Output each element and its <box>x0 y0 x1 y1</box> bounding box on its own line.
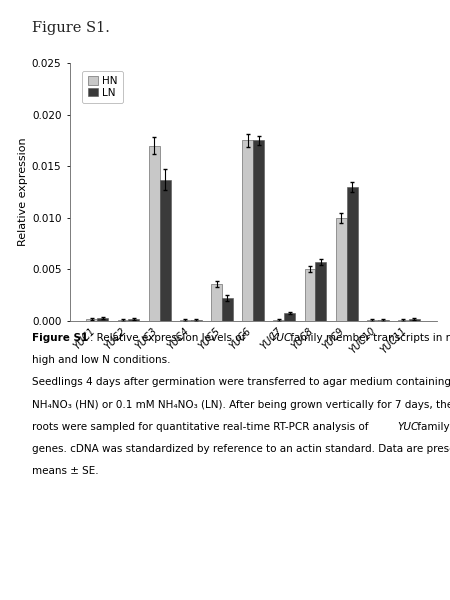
Bar <box>253 140 264 321</box>
Text: Figure S1: Figure S1 <box>32 333 88 343</box>
Text: means ± SE.: means ± SE. <box>32 466 98 476</box>
Bar <box>86 319 97 321</box>
Text: family member transcripts in roots under: family member transcripts in roots under <box>287 333 450 343</box>
Text: family member: family member <box>414 422 450 432</box>
Bar <box>242 140 253 321</box>
Bar <box>191 320 202 321</box>
Text: . Relative expression levels of: . Relative expression levels of <box>90 333 249 343</box>
Text: YUC: YUC <box>397 422 418 432</box>
Text: YUC: YUC <box>270 333 291 343</box>
Bar <box>180 320 191 321</box>
Bar <box>211 284 222 321</box>
Bar <box>149 146 160 321</box>
Y-axis label: Relative expression: Relative expression <box>18 137 27 247</box>
Bar <box>160 179 171 321</box>
Text: Seedlings 4 days after germination were transferred to agar medium containing 3 : Seedlings 4 days after germination were … <box>32 377 450 388</box>
Bar <box>284 313 295 321</box>
Bar <box>274 320 284 321</box>
Text: roots were sampled for quantitative real-time RT-PCR analysis of: roots were sampled for quantitative real… <box>32 422 371 432</box>
Bar <box>315 262 326 321</box>
Legend: HN, LN: HN, LN <box>82 71 123 103</box>
Bar <box>117 320 129 321</box>
Bar <box>305 269 315 321</box>
Bar <box>222 298 233 321</box>
Bar <box>409 319 420 321</box>
Bar <box>398 320 409 321</box>
Text: high and low N conditions.: high and low N conditions. <box>32 355 170 365</box>
Bar <box>378 320 389 321</box>
Text: Figure S1.: Figure S1. <box>32 21 109 35</box>
Bar <box>367 320 378 321</box>
Bar <box>129 319 140 321</box>
Text: genes. cDNA was standardized by reference to an actin standard. Data are present: genes. cDNA was standardized by referenc… <box>32 444 450 454</box>
Text: NH₄NO₃ (HN) or 0.1 mM NH₄NO₃ (LN). After being grown vertically for 7 days, the: NH₄NO₃ (HN) or 0.1 mM NH₄NO₃ (LN). After… <box>32 400 450 410</box>
Bar <box>336 218 346 321</box>
Bar <box>97 318 108 321</box>
Bar <box>346 187 357 321</box>
